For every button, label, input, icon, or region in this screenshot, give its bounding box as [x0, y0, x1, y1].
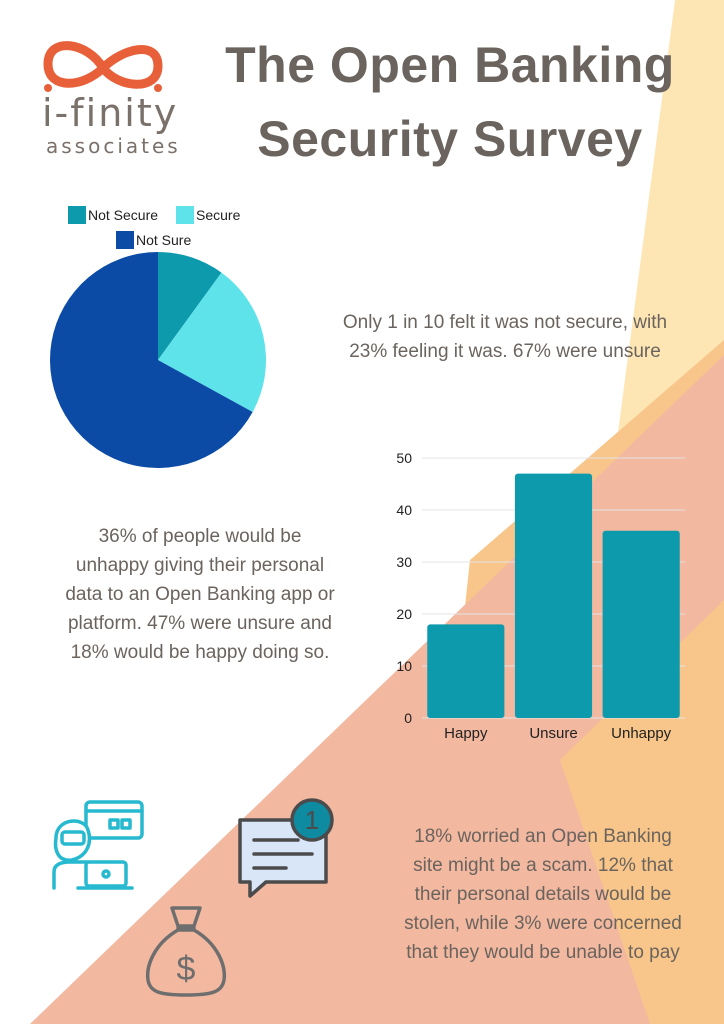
y-tick-label: 40: [396, 502, 412, 518]
infinity-logo-icon: [43, 41, 163, 92]
y-tick-label: 0: [404, 710, 412, 726]
worries-note-line: that they would be unable to pay: [406, 942, 680, 963]
legend-swatch-not-secure: [68, 206, 86, 224]
message-badge-count: 1: [305, 805, 319, 835]
pie-slice-not-secure: [158, 252, 222, 360]
legend-item-not-sure: Not Sure: [116, 231, 191, 249]
x-tick-label: Unhappy: [611, 725, 672, 742]
legend-label-secure: Secure: [196, 207, 241, 223]
logo-wordmark: i-finity: [42, 91, 179, 135]
bar-unsure: [514, 473, 593, 718]
personal-data-note-line: unhappy giving their personal: [75, 555, 325, 576]
y-tick-label: 10: [396, 658, 412, 674]
pie-slice-secure: [158, 272, 266, 413]
worries-note-line: stolen, while 3% were concerned: [404, 913, 682, 934]
legend-item-secure: Secure: [176, 206, 240, 224]
worries-note-line: their personal details would be: [414, 884, 672, 905]
security-note: Only 1 in 10 felt it was not secure, wit…: [300, 308, 710, 366]
x-tick-label: Happy: [444, 725, 488, 742]
worries-note-line: site might be a scam. 12% that: [413, 855, 673, 876]
worries-note-line: 18% worried an Open Banking: [414, 826, 672, 847]
security-note-line: Only 1 in 10 felt it was not secure, wit…: [342, 312, 668, 333]
personal-data-bar-chart: 0 10 20 30 40 50 Happy Unsure Unhappy: [396, 450, 685, 742]
x-tick-label: Unsure: [529, 725, 577, 742]
message-notification-icon: 1: [238, 798, 334, 898]
money-bag-symbol: $: [177, 950, 196, 988]
legend-label-not-secure: Not Secure: [88, 207, 159, 223]
personal-data-note-line: 18% would be happy doing so.: [70, 642, 330, 663]
legend-swatch-secure: [176, 206, 194, 224]
hacker-card-icon: [52, 800, 144, 890]
legend-label-not-sure: Not Sure: [136, 232, 192, 248]
y-tick-label: 20: [396, 606, 412, 622]
pie-slice-not-sure: [50, 252, 253, 468]
personal-data-note-line: platform. 47% were unsure and: [67, 613, 333, 634]
logo-tagline: associates: [46, 134, 181, 158]
page-title-line-2: Security Survey: [257, 111, 643, 167]
y-tick-label: 50: [396, 450, 412, 466]
personal-data-note-line: data to an Open Banking app or: [65, 584, 335, 605]
legend-item-not-secure: Not Secure: [68, 206, 158, 224]
money-bag-icon: $: [145, 906, 227, 997]
security-note-line: 23% feeling it was. 67% were unsure: [349, 341, 661, 362]
bar-happy: [427, 624, 505, 718]
bg-orange-corner: [560, 600, 724, 1024]
y-tick-label: 30: [396, 554, 412, 570]
personal-data-note-line: 36% of people would be: [98, 526, 302, 547]
personal-data-note: 36% of people would be unhappy giving th…: [20, 522, 380, 667]
legend-swatch-not-sure: [116, 231, 134, 249]
page-title-line-1: The Open Banking: [225, 37, 675, 93]
bar-unhappy: [602, 530, 680, 718]
worries-note: 18% worried an Open Banking site might b…: [368, 822, 718, 967]
security-pie-chart: [50, 252, 266, 468]
